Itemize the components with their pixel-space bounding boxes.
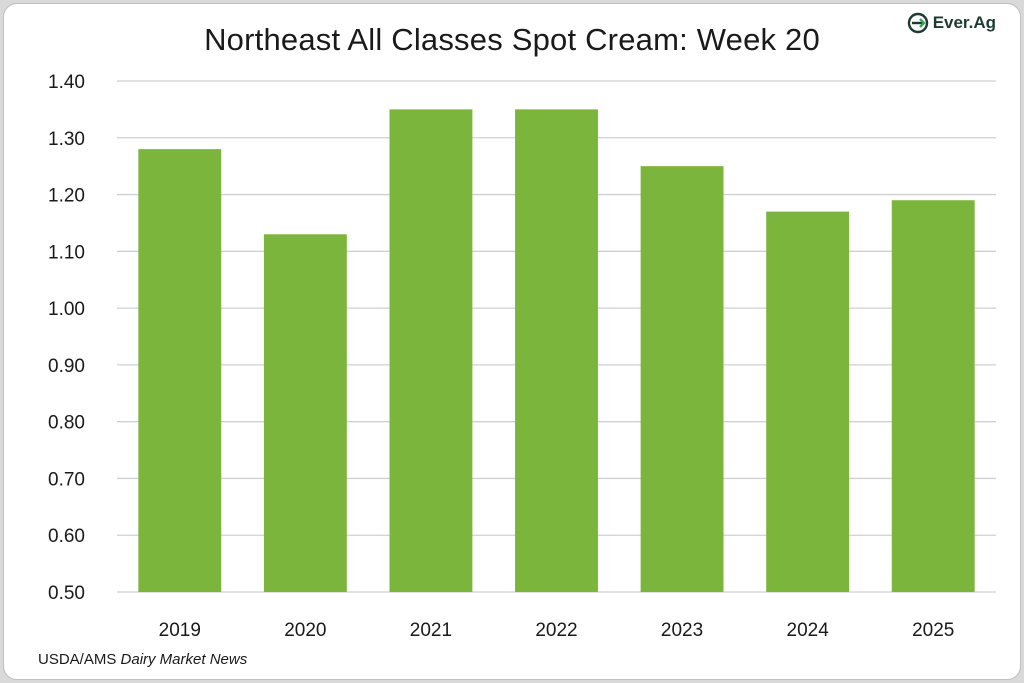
y-tick-label: 0.50 <box>48 583 85 604</box>
logo-text: Ever.Ag <box>932 13 996 32</box>
x-tick-label: 2025 <box>912 620 954 641</box>
bar-2025 <box>891 200 975 592</box>
y-tick-label: 1.20 <box>48 186 85 207</box>
y-tick-label: 0.90 <box>48 356 85 377</box>
y-tick-label: 1.40 <box>48 72 85 93</box>
source-note: USDA/AMS Dairy Market News <box>38 651 247 668</box>
bar-2019 <box>138 149 222 592</box>
y-axis-tick-labels: 0.50 0.60 0.70 0.80 0.90 1.00 1.10 1.20 1.30 1.40 <box>48 72 85 604</box>
x-tick-label: 2020 <box>284 620 326 641</box>
x-tick-label: 2024 <box>787 620 830 641</box>
source-prefix: USDA/AMS <box>38 651 121 668</box>
ever-ag-logo-icon <box>907 12 928 34</box>
y-tick-label: 1.30 <box>48 129 85 150</box>
y-tick-label: 0.70 <box>48 469 85 490</box>
bar-series <box>138 109 975 593</box>
bar-2022 <box>515 109 598 592</box>
y-tick-label: 0.80 <box>48 413 85 434</box>
bar-2021 <box>389 109 473 592</box>
x-axis-tick-labels: 2019 2020 2021 2022 2023 2024 2025 <box>159 620 955 641</box>
source-italic: Dairy Market News <box>120 651 248 668</box>
y-tick-label: 1.00 <box>48 299 85 320</box>
x-tick-label: 2021 <box>410 620 452 641</box>
ever-ag-logo: Ever.Ag <box>907 12 996 34</box>
x-tick-label: 2019 <box>159 620 201 641</box>
x-tick-label: 2023 <box>661 620 703 641</box>
bar-2020 <box>263 234 347 593</box>
chart-title: Northeast All Classes Spot Cream: Week 2… <box>204 22 820 57</box>
x-tick-label: 2022 <box>535 620 577 641</box>
bar-2023 <box>640 166 724 592</box>
bar-2024 <box>766 211 850 593</box>
y-tick-label: 0.60 <box>48 526 85 547</box>
y-tick-label: 1.10 <box>48 242 85 263</box>
